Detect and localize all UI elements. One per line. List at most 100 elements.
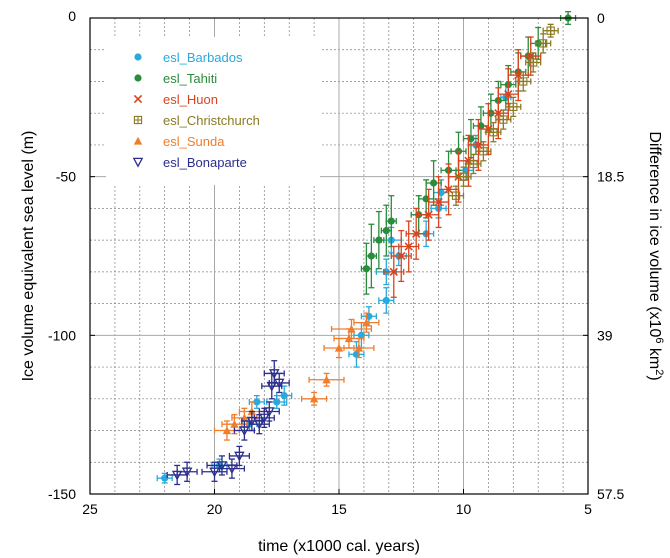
- data-point: [353, 312, 380, 333]
- legend-marker: [133, 115, 143, 125]
- marker: [222, 426, 232, 435]
- legend-item: esl_Huon: [133, 92, 218, 107]
- data-point: [475, 141, 492, 162]
- marker: [259, 413, 270, 424]
- data-point: [447, 185, 465, 206]
- marker: [226, 464, 238, 475]
- grid: [90, 18, 588, 494]
- y2-axis-title-part: km: [646, 343, 663, 369]
- marker: [354, 343, 364, 352]
- marker: [434, 197, 443, 207]
- legend-label: esl_Huon: [163, 92, 218, 107]
- legend-item: esl_Barbados: [134, 50, 243, 65]
- data-point: [505, 96, 522, 118]
- data-point: [380, 204, 392, 257]
- marker: [462, 166, 470, 174]
- legend-marker: [134, 53, 142, 61]
- marker: [387, 217, 395, 225]
- marker: [263, 407, 275, 418]
- marker: [404, 242, 413, 251]
- marker: [309, 394, 319, 403]
- data-point: [218, 458, 246, 479]
- x-tick-label: 15: [331, 501, 347, 517]
- y2-axis-title-superscript: 6: [653, 337, 665, 343]
- y2-tick-label: 39: [597, 327, 613, 343]
- data-point: [365, 223, 378, 289]
- legend-item: esl_Christchurch: [133, 113, 260, 128]
- marker: [509, 102, 518, 112]
- legend-label: esl_Bonaparte: [163, 155, 247, 170]
- legend-label: esl_Sunda: [163, 134, 225, 149]
- marker: [334, 343, 344, 352]
- y2-tick-label: 18.5: [597, 169, 624, 185]
- marker: [437, 188, 445, 197]
- marker: [365, 312, 373, 320]
- y-tick-label: -100: [48, 327, 76, 343]
- marker: [422, 195, 430, 203]
- marker: [451, 191, 461, 200]
- data-point: [427, 176, 450, 229]
- data-point: [378, 287, 395, 314]
- data-point: [515, 71, 532, 92]
- marker: [529, 58, 538, 67]
- legend-marker: [134, 74, 142, 82]
- y-tick-label: -150: [48, 486, 76, 502]
- data-point: [383, 245, 405, 298]
- legend-label: esl_Barbados: [163, 50, 243, 65]
- y2-tick-label: 57.5: [597, 486, 624, 502]
- data-point: [373, 210, 385, 270]
- data-point: [542, 23, 559, 38]
- marker: [357, 331, 366, 339]
- data-point: [390, 229, 412, 283]
- marker: [444, 185, 453, 194]
- data-point: [276, 385, 293, 406]
- marker: [234, 451, 245, 462]
- marker: [362, 318, 371, 327]
- series-esl_Sunda: [213, 312, 380, 441]
- series-esl_Christchurch: [447, 23, 559, 206]
- legend-item: esl_Sunda: [133, 134, 225, 149]
- data-point: [248, 414, 270, 435]
- legend-marker: [133, 94, 143, 104]
- y2-axis-title-part: Difference in ice volume (x10: [646, 131, 663, 337]
- data-point: [485, 122, 502, 143]
- marker: [352, 350, 361, 358]
- marker: [161, 474, 169, 482]
- x-tick-label: 10: [456, 501, 472, 517]
- data-point: [405, 207, 427, 260]
- y-tick-label: -50: [56, 169, 76, 185]
- y-axis-title: Ice volume equivalent sea level (m): [20, 131, 37, 382]
- marker: [479, 147, 488, 156]
- data-point: [300, 391, 328, 406]
- legend-marker: [133, 136, 143, 145]
- marker: [499, 115, 508, 124]
- marker: [397, 251, 406, 261]
- data-point: [176, 461, 198, 482]
- data-point: [343, 337, 375, 359]
- marker: [489, 128, 498, 137]
- marker: [539, 39, 548, 48]
- marker: [389, 267, 398, 277]
- x-tick-label: 25: [82, 501, 98, 517]
- marker: [280, 392, 288, 400]
- y2-axis-title: Difference in ice volume (x106 km2): [646, 131, 665, 380]
- y2-axis-title-part: ): [646, 375, 663, 380]
- y2-tick-label: 0: [597, 10, 605, 26]
- marker: [273, 398, 281, 406]
- data-point: [398, 220, 420, 273]
- data-points: [156, 11, 577, 486]
- data-point: [308, 372, 345, 387]
- marker: [322, 375, 331, 384]
- marker: [382, 227, 390, 235]
- marker: [347, 324, 356, 333]
- marker: [209, 467, 220, 478]
- marker: [469, 159, 478, 169]
- marker: [467, 134, 475, 143]
- data-point: [535, 33, 552, 54]
- data-point: [330, 318, 373, 340]
- data-point: [258, 401, 280, 422]
- marker: [519, 77, 528, 86]
- marker: [477, 122, 485, 130]
- legend-item: esl_Tahiti: [134, 71, 217, 86]
- data-point: [253, 407, 275, 429]
